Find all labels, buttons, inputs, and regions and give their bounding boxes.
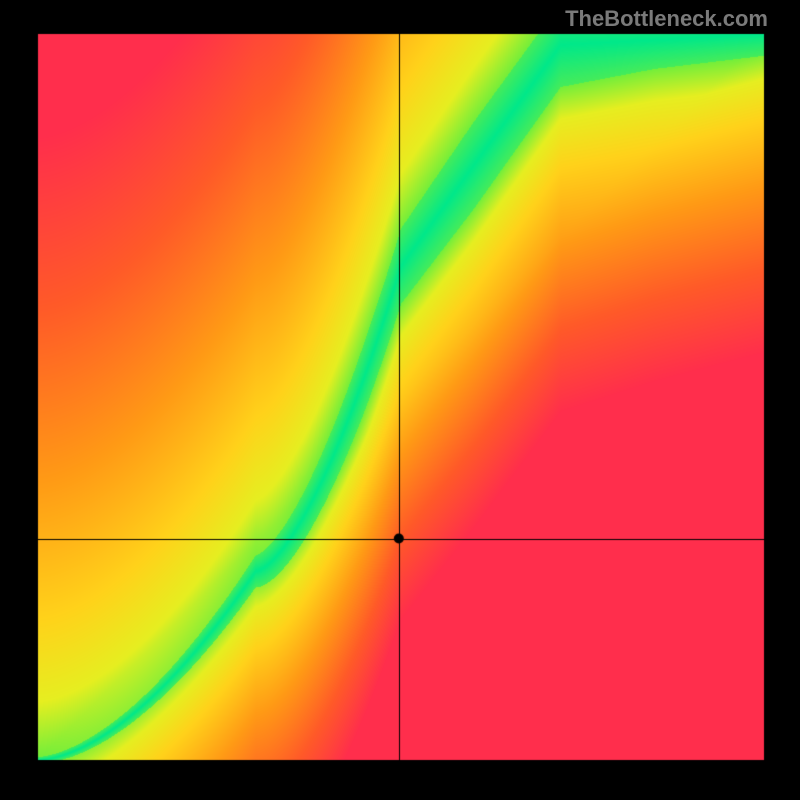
watermark-text: TheBottleneck.com — [565, 6, 768, 32]
bottleneck-heatmap-canvas — [0, 0, 800, 800]
heatmap-frame: { "meta": { "watermark": "TheBottleneck.… — [0, 0, 800, 800]
